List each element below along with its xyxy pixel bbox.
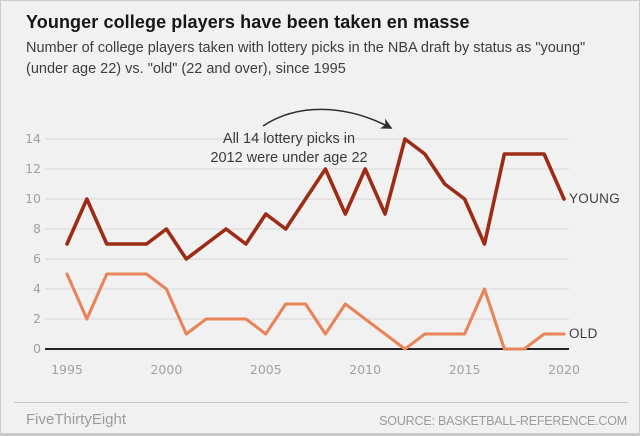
page-title: Younger college players have been taken … [26, 12, 470, 32]
x-tick-2015: 2015 [448, 362, 481, 377]
chart-annotation: All 14 lottery picks in 2012 were under … [191, 130, 387, 167]
x-tick-2000: 2000 [150, 362, 183, 377]
chart-subtitle: Number of college players taken with lot… [26, 40, 586, 77]
source-credit: SOURCE: BASKETBALL-REFERENCE.COM [379, 414, 627, 428]
footer-divider [14, 402, 628, 403]
y-tick-8: 8 [33, 221, 41, 236]
y-tick-12: 12 [25, 161, 41, 176]
series-line-young [65, 137, 566, 261]
y-tick-10: 10 [25, 191, 41, 206]
series-line-old [65, 272, 566, 351]
x-tick-1995: 1995 [51, 362, 83, 377]
y-tick-4: 4 [33, 281, 41, 296]
y-tick-0: 0 [33, 341, 41, 356]
y-tick-2: 2 [33, 311, 41, 326]
annotation-line-1: All 14 lottery picks in [222, 131, 356, 147]
y-tick-14: 14 [25, 131, 41, 146]
annotation-arrow [262, 108, 393, 129]
x-tick-2005: 2005 [249, 362, 282, 377]
x-tick-2010: 2010 [349, 362, 382, 377]
brand-credit: FiveThirtyEight [26, 411, 127, 428]
series-label-young: YOUNG [569, 191, 621, 206]
series-label-old: OLD [569, 326, 598, 341]
y-tick-6: 6 [33, 251, 41, 266]
x-tick-2020: 2020 [548, 362, 580, 377]
annotation-line-2: 2012 were under age 22 [210, 149, 368, 166]
